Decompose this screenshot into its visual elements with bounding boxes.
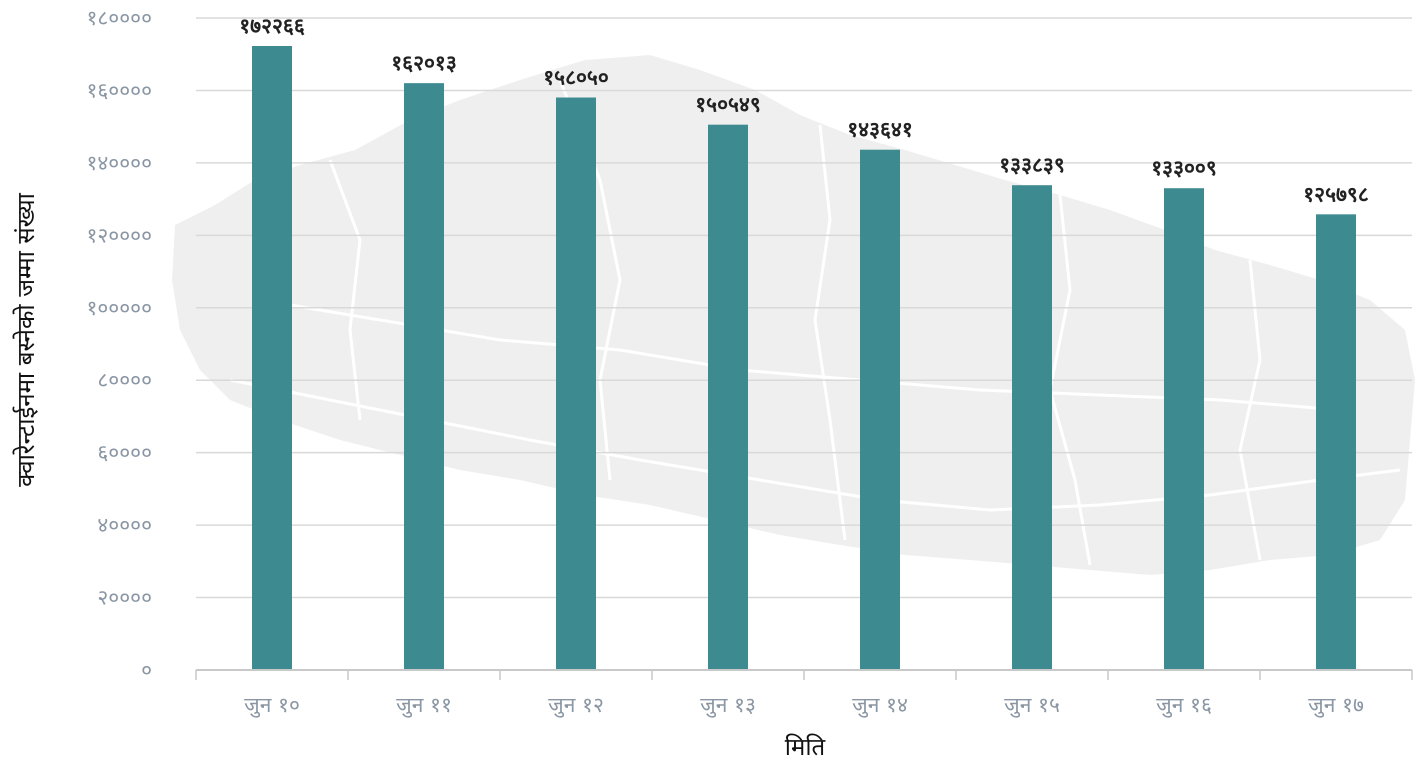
x-tick-label: जुन १७: [1308, 693, 1364, 718]
x-axis-title: मिति: [785, 733, 827, 761]
x-tick-label: जुन १२: [548, 693, 604, 718]
bar: [708, 124, 748, 670]
x-axis: जुन १० जुन ११ जुन १२ जुन १३ जुन १४ जुन १५ जुन …: [195, 669, 1413, 718]
x-tick-label: जुन ११: [396, 693, 452, 718]
nepal-map-watermark: [172, 55, 1415, 575]
data-label: १५०५४९: [695, 93, 761, 117]
y-tick-label: ०: [141, 658, 152, 682]
y-tick-label: ८००००: [97, 368, 152, 392]
bar: [1164, 188, 1204, 670]
bar: [556, 97, 596, 671]
bar: [252, 46, 292, 670]
y-tick-label: १०००००: [86, 296, 152, 320]
x-tick-label: जुन १४: [852, 693, 908, 718]
data-label: १४३६४१: [847, 118, 913, 142]
data-label: १६२०१३: [391, 51, 457, 75]
x-tick-label: जुन १५: [1004, 693, 1060, 718]
y-tick-label: १४००००: [86, 151, 152, 175]
data-label: १५८०५०: [543, 66, 609, 90]
y-axis-title: क्वारेन्टाईनमा बस्नेको जम्मा संख्या: [12, 192, 40, 486]
data-label: १३३००९: [1151, 156, 1217, 180]
data-label: १३३८३९: [999, 153, 1065, 177]
bar: [404, 83, 444, 671]
bar: [1316, 214, 1356, 670]
data-label: १२५७९८: [1303, 182, 1369, 206]
data-label: १७२२६६: [239, 14, 305, 38]
y-tick-label: १२००००: [86, 223, 152, 247]
y-tick-label: ६००००: [97, 441, 152, 465]
y-gridlines: [196, 17, 1412, 599]
bar: [1012, 185, 1052, 671]
y-tick-label: १६००००: [86, 78, 152, 102]
y-tick-label: २००००: [97, 586, 152, 610]
y-tick-label: १८००००: [86, 6, 152, 30]
y-axis-tick-labels: ० २०००० ४०००० ६०००० ८०००० १००००० १२०००० १४०००० १…: [86, 6, 152, 682]
x-tick-label: जुन १३: [700, 693, 756, 718]
bar-series: [252, 46, 1356, 671]
x-tick-label: जुन १६: [1156, 693, 1212, 718]
data-labels: १७२२६६ १६२०१३ १५८०५० १५०५४९ १४३६४१ १३३८३९ १३३०…: [239, 14, 1369, 206]
bar: [860, 149, 900, 670]
y-tick-label: ४००००: [97, 513, 152, 537]
x-tick-label: जुन १०: [244, 693, 300, 718]
